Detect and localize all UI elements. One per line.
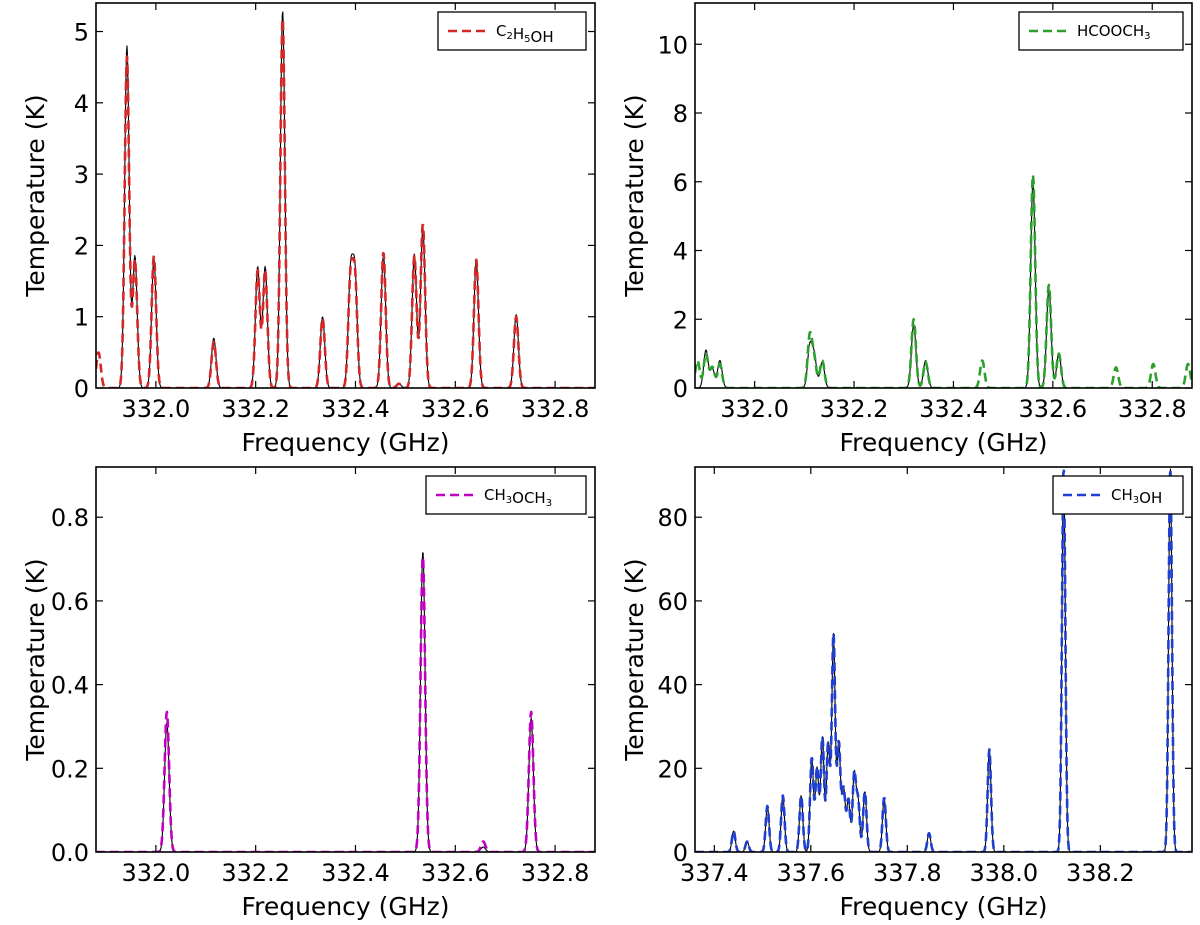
y-tick-label: 10	[657, 31, 688, 59]
legend-text-part: CH	[1111, 486, 1133, 504]
y-tick-label: 4	[74, 90, 89, 118]
x-tick-label: 332.8	[521, 859, 590, 887]
x-tick-label: 332.4	[919, 395, 988, 423]
x-tick-label: 332.6	[1018, 395, 1087, 423]
y-tick-label: 0.0	[51, 839, 89, 867]
y-tick-label: 0	[74, 375, 89, 403]
y-tick-label: 5	[74, 19, 89, 47]
legend-text-part: HCOOCH	[1077, 22, 1144, 40]
y-axis-label: Temperature (K)	[620, 94, 649, 297]
x-tick-label: 332.0	[122, 859, 191, 887]
y-tick-label: 0.2	[51, 755, 89, 783]
y-tick-label: 80	[657, 504, 688, 532]
x-tick-label: 337.8	[873, 859, 942, 887]
y-tick-label: 0.4	[51, 672, 89, 700]
x-tick-label: 332.6	[421, 395, 490, 423]
y-tick-label: 0	[673, 375, 688, 403]
legend-subscript: 3	[1144, 31, 1150, 42]
x-tick-label: 338.0	[969, 859, 1038, 887]
legend-subscript: 3	[546, 498, 552, 509]
y-tick-label: 2	[74, 232, 89, 260]
x-tick-label: 332.6	[421, 859, 490, 887]
legend-text-part: OCH	[512, 489, 546, 507]
figure: 332.0 332.2 332.4 332.6 332.8 0 1 2 3 4 5 Frequency…	[0, 0, 1200, 925]
x-tick-label: 332.2	[820, 395, 889, 423]
legend: CH3OCH3	[426, 476, 586, 514]
y-tick-label: 6	[673, 169, 688, 197]
legend-text-part: CH	[484, 486, 506, 504]
legend-text-part: OH	[1139, 489, 1162, 507]
x-tick-label: 337.6	[776, 859, 845, 887]
y-axis-label: Temperature (K)	[21, 558, 50, 761]
legend-text-part: H	[513, 25, 524, 43]
x-tick-label: 332.0	[122, 395, 191, 423]
x-axis-label: Frequency (GHz)	[840, 892, 1048, 921]
y-tick-label: 40	[657, 672, 688, 700]
x-axis-label: Frequency (GHz)	[242, 428, 450, 457]
y-tick-label: 1	[74, 304, 89, 332]
y-tick-label: 60	[657, 588, 688, 616]
x-tick-label: 332.4	[321, 859, 390, 887]
legend-label: HCOOCH3	[1077, 22, 1151, 42]
x-axis-label: Frequency (GHz)	[242, 892, 450, 921]
y-tick-label: 0	[673, 839, 688, 867]
x-tick-label: 337.4	[680, 859, 749, 887]
y-tick-label: 0.8	[51, 504, 89, 532]
x-tick-label: 338.2	[1066, 859, 1135, 887]
x-axis-label: Frequency (GHz)	[840, 428, 1048, 457]
y-tick-label: 4	[673, 238, 688, 266]
x-tick-label: 332.2	[221, 859, 290, 887]
y-axis-label: Temperature (K)	[620, 558, 649, 761]
y-axis-label: Temperature (K)	[21, 94, 50, 297]
legend: CH3OH	[1053, 476, 1183, 514]
x-tick-label: 332.8	[1118, 395, 1187, 423]
legend: HCOOCH3	[1019, 12, 1183, 50]
x-tick-label: 332.8	[521, 395, 590, 423]
y-tick-label: 20	[657, 755, 688, 783]
legend-text-part: OH	[531, 28, 554, 46]
legend-text-part: C	[496, 22, 506, 40]
x-tick-label: 332.0	[720, 395, 789, 423]
x-tick-label: 332.2	[221, 395, 290, 423]
y-tick-label: 8	[673, 100, 688, 128]
y-tick-label: 2	[673, 306, 688, 334]
figure-background	[0, 0, 1200, 925]
x-tick-label: 332.4	[321, 395, 390, 423]
legend: C2H5OH	[438, 12, 586, 50]
y-tick-label: 3	[74, 161, 89, 189]
y-tick-label: 0.6	[51, 588, 89, 616]
